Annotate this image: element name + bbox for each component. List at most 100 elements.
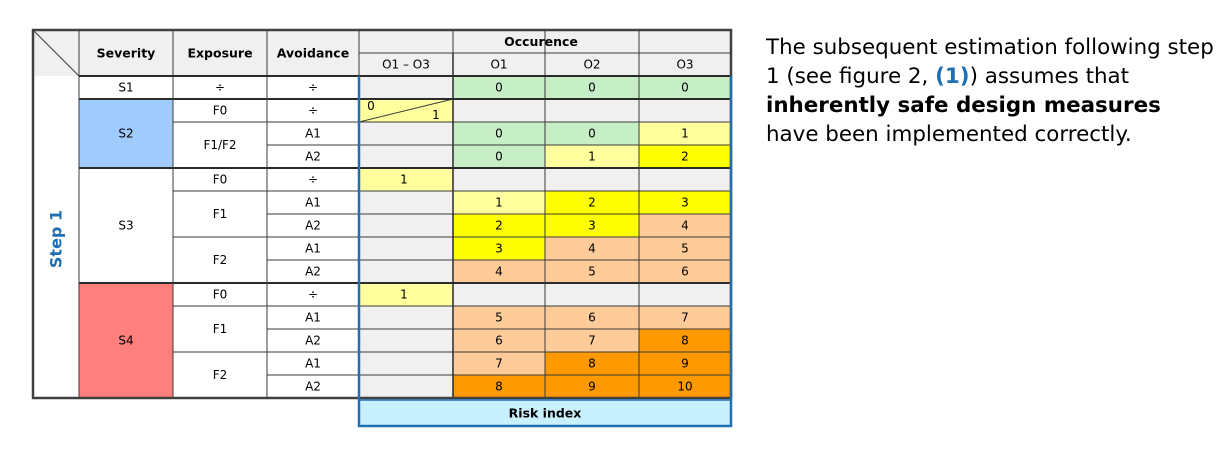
risk-cell: [453, 375, 545, 398]
risk-cell: [545, 352, 639, 375]
description-text-2: ) assumes that: [969, 64, 1130, 89]
risk-value: 7: [588, 334, 596, 348]
risk-cell: [545, 329, 639, 352]
severity-label: S3: [118, 219, 133, 233]
exposure-label: F0: [213, 104, 228, 118]
risk-value: 10: [677, 380, 692, 394]
severity-cell: [79, 283, 173, 398]
range-cell: [359, 237, 453, 260]
risk-cell: [639, 145, 731, 168]
risk-value: 2: [495, 219, 503, 233]
avoidance-value: ÷: [308, 104, 318, 118]
risk-index-frame: [357, 76, 733, 428]
description-emphasis: inherently safe design measures: [766, 93, 1161, 118]
risk-value: 6: [495, 334, 503, 348]
risk-cell: [545, 191, 639, 214]
risk-value: 5: [495, 311, 503, 325]
risk-value: 2: [681, 150, 689, 164]
risk-cell: [639, 168, 731, 191]
step-column-bg: [33, 76, 79, 398]
risk-cell: [545, 306, 639, 329]
range-cell: [359, 329, 453, 352]
risk-value: 6: [588, 311, 596, 325]
risk-value: 7: [495, 357, 503, 371]
risk-cell: [639, 375, 731, 398]
risk-value: 8: [495, 380, 503, 394]
risk-index-label: Risk index: [509, 406, 582, 421]
exposure-label: ÷: [215, 81, 225, 95]
risk-value: 2: [588, 196, 596, 210]
severity-cell: [79, 76, 173, 99]
range-cell: [359, 76, 453, 99]
risk-cell: [639, 214, 731, 237]
avoidance-value: A2: [305, 219, 321, 233]
exposure-label: F2: [213, 253, 228, 267]
risk-value: 5: [588, 265, 596, 279]
exposure-label: F1/F2: [203, 138, 236, 152]
risk-value: 3: [495, 242, 503, 256]
risk-value: 1: [588, 150, 596, 164]
risk-cell: [545, 214, 639, 237]
figure-reference-link[interactable]: (1): [935, 64, 970, 89]
risk-cell: [639, 99, 731, 122]
range-value: 1: [400, 173, 408, 187]
risk-cell: [639, 329, 731, 352]
range-split-diagonal: [358, 98, 454, 123]
risk-cell: [545, 76, 639, 99]
risk-cell: [453, 283, 545, 306]
risk-value: 8: [681, 334, 689, 348]
risk-index-band: [359, 400, 731, 426]
risk-cell: [545, 375, 639, 398]
risk-cell: [453, 306, 545, 329]
step-label: Step 1: [47, 210, 66, 268]
range-value: 1: [400, 288, 408, 302]
risk-value: 0: [681, 81, 689, 95]
avoidance-value: A1: [305, 311, 321, 325]
range-cell: [359, 191, 453, 214]
risk-cell: [453, 214, 545, 237]
avoidance-value: A1: [305, 196, 321, 210]
risk-value: 4: [588, 242, 596, 256]
severity-label: S1: [118, 81, 133, 95]
severity-cell: [79, 168, 173, 283]
risk-cell: [453, 122, 545, 145]
occurrence-o2-header: O2: [583, 58, 600, 72]
header-diagonal: [32, 29, 80, 77]
severity-label: S4: [118, 334, 133, 348]
avoidance-value: A1: [305, 127, 321, 141]
range-cell: [359, 168, 453, 191]
risk-cell: [639, 237, 731, 260]
risk-cell: [453, 76, 545, 99]
avoidance-value: ÷: [308, 81, 318, 95]
risk-cell: [545, 122, 639, 145]
risk-value: 7: [681, 311, 689, 325]
range-cell: [359, 145, 453, 168]
avoidance-value: A1: [305, 242, 321, 256]
risk-value: 1: [495, 196, 503, 210]
risk-cell: [639, 122, 731, 145]
risk-value: 4: [681, 219, 689, 233]
occurrence-o1-header: O1: [490, 58, 507, 72]
risk-cell: [453, 99, 545, 122]
risk-cell: [639, 283, 731, 306]
risk-value: 9: [588, 380, 596, 394]
risk-cell: [639, 76, 731, 99]
description-text-3: have been implemented correctly.: [766, 122, 1132, 147]
risk-cell: [545, 99, 639, 122]
description-paragraph: The subsequent estimation following step…: [766, 33, 1216, 149]
risk-value: 0: [495, 127, 503, 141]
risk-value: 0: [495, 81, 503, 95]
risk-cell: [453, 329, 545, 352]
risk-cell: [545, 145, 639, 168]
risk-cell: [545, 168, 639, 191]
risk-cell: [453, 260, 545, 283]
risk-cell: [545, 260, 639, 283]
risk-cell: [639, 306, 731, 329]
risk-cell: [453, 191, 545, 214]
risk-cell: [453, 168, 545, 191]
avoidance-value: A2: [305, 150, 321, 164]
severity-cell: [79, 99, 173, 168]
exposure-label: F1: [213, 207, 228, 221]
avoidance-value: ÷: [308, 173, 318, 187]
range-cell: [359, 306, 453, 329]
